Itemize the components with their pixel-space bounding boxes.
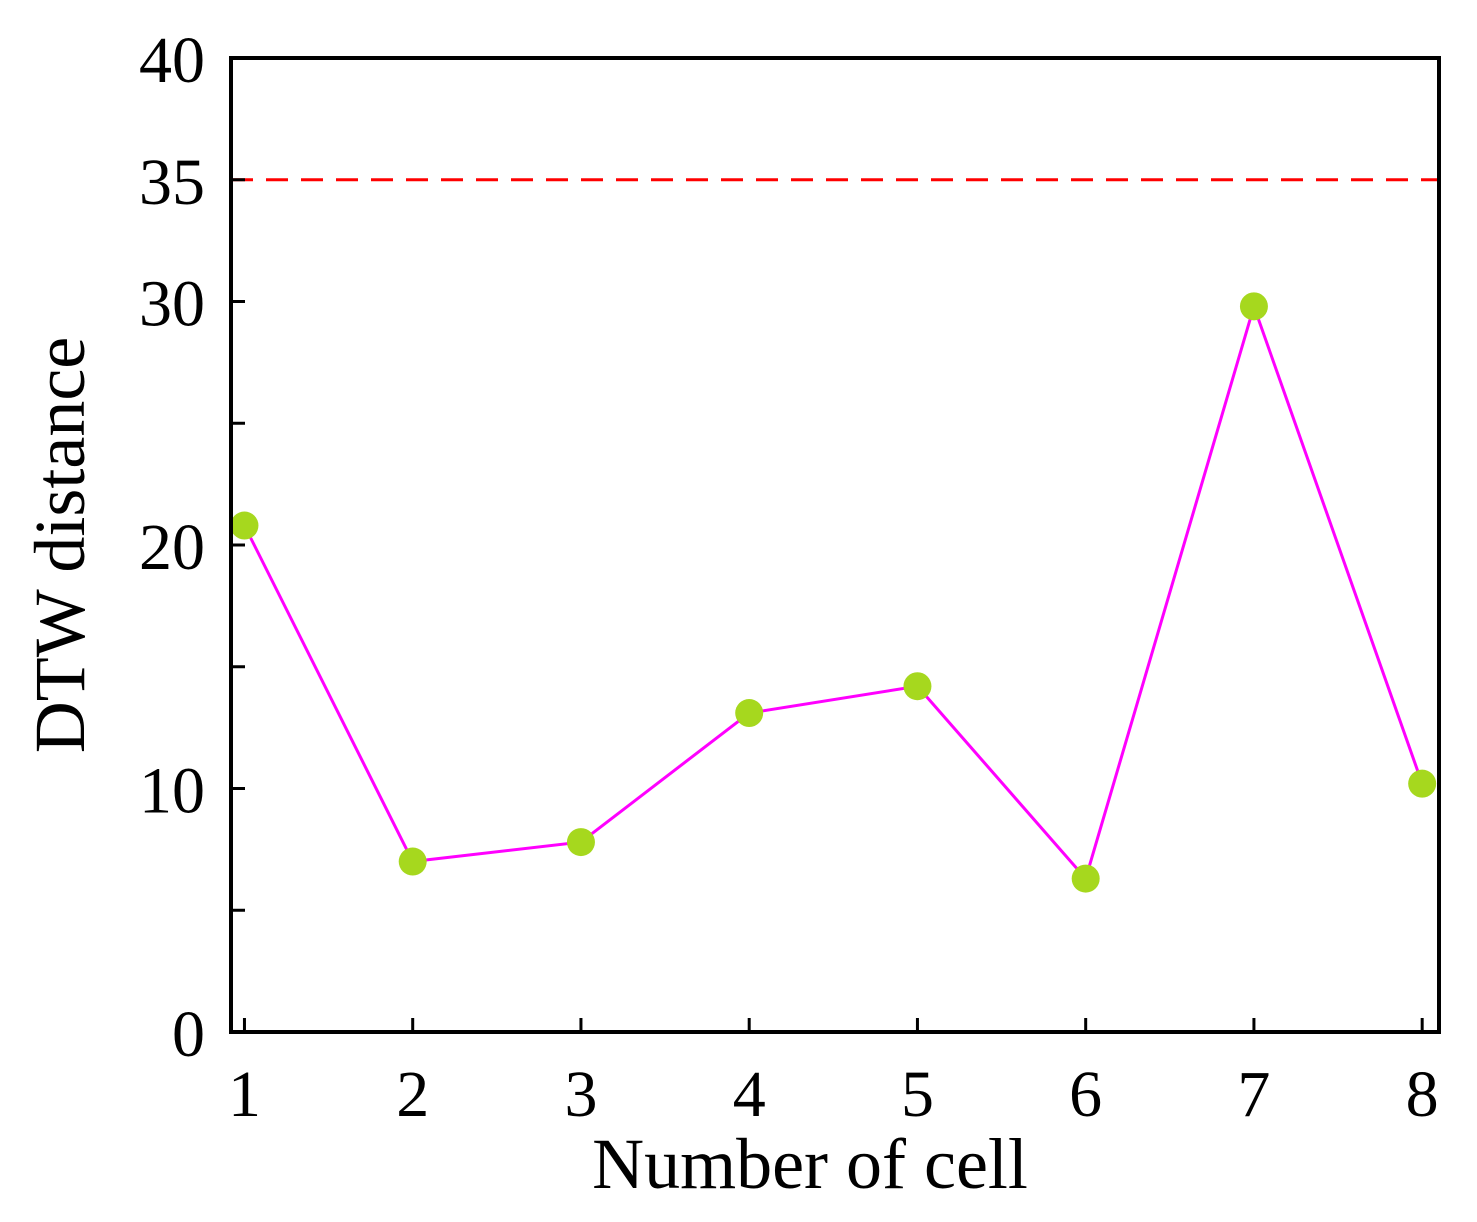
- data-point-1: [230, 511, 259, 540]
- x-tick-label-7: 7: [1237, 1058, 1270, 1131]
- data-point-6: [1071, 864, 1100, 893]
- series-line-layer: [243, 301, 1424, 882]
- x-tick-label-4: 4: [733, 1058, 766, 1131]
- series-marker-layer: [230, 292, 1437, 893]
- x-tick-label-8: 8: [1406, 1058, 1439, 1131]
- x-tick-label-5: 5: [901, 1058, 934, 1131]
- data-point-7: [1239, 292, 1268, 321]
- data-point-8: [1408, 769, 1437, 798]
- axes-layer: [229, 56, 1441, 1034]
- x-axis-title: Number of cell: [592, 1124, 1028, 1204]
- x-tick-label-2: 2: [396, 1058, 429, 1131]
- y-tick-label-40: 40: [139, 24, 205, 97]
- data-point-5: [903, 672, 932, 701]
- x-tick-label-1: 1: [228, 1058, 261, 1131]
- tick-layer: [231, 56, 1424, 1034]
- y-tick-label-30: 30: [139, 268, 205, 341]
- series-line-0: [243, 301, 1424, 882]
- y-tick-label-20: 20: [139, 511, 205, 584]
- y-tick-label-35: 35: [139, 146, 205, 219]
- x-tick-label-6: 6: [1069, 1058, 1102, 1131]
- tick-label-layer: 0 10 20 30 35 40 1 2 3 4 5 6 7 8: [139, 24, 1439, 1131]
- x-tick-label-3: 3: [564, 1058, 597, 1131]
- data-point-2: [398, 847, 427, 876]
- y-tick-label-10: 10: [139, 755, 205, 828]
- data-point-3: [566, 828, 595, 857]
- data-point-4: [735, 699, 764, 728]
- y-axis-title: DTW distance: [20, 337, 100, 754]
- y-tick-label-0: 0: [172, 998, 205, 1071]
- plot-frame: [229, 56, 1441, 1034]
